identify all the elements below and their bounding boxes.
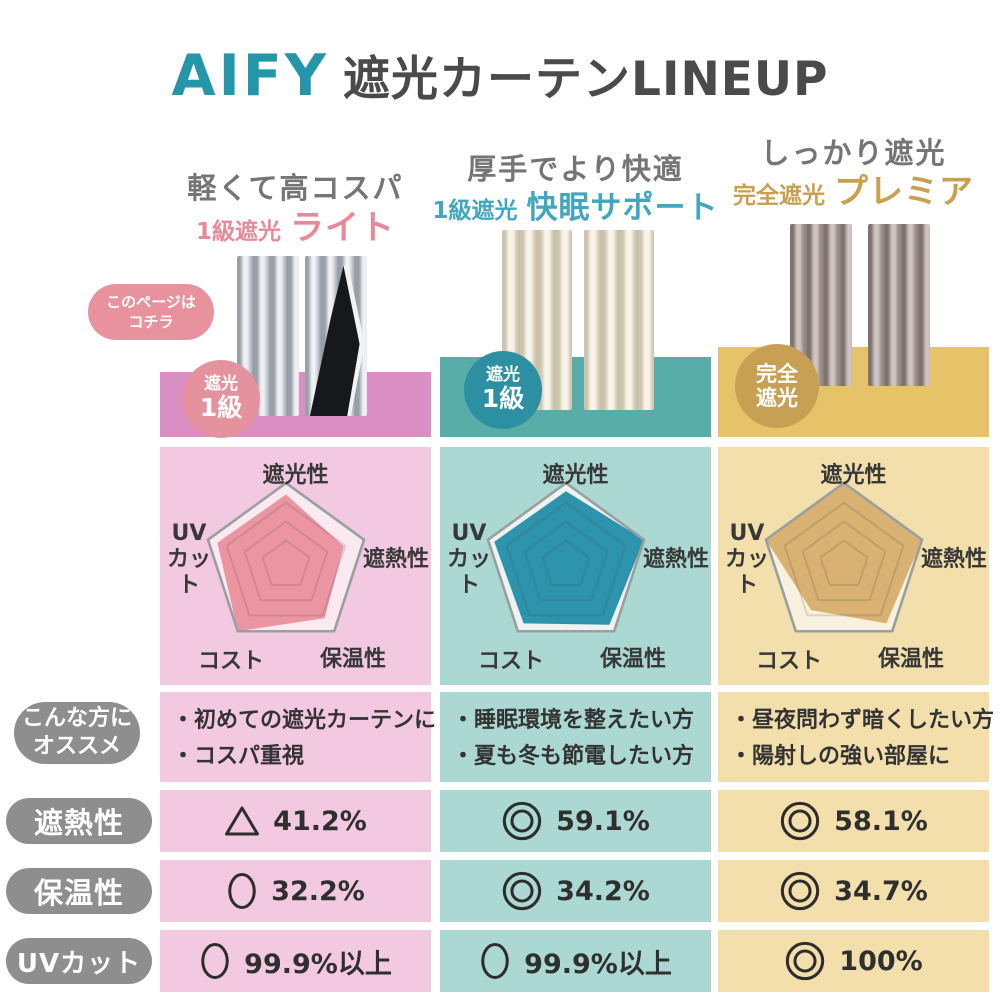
radar-chart (764, 481, 924, 633)
heat-retention-value: 34.7% (834, 875, 928, 907)
heat-retention-cell: 34.7% (718, 860, 989, 922)
axis-label-heat-shield: 遮熱性 (643, 547, 710, 572)
radar-chart (486, 481, 646, 633)
uv-cut-value: 99.9%以上 (524, 948, 672, 980)
recommend-item: ・昼夜問わず暗くしたい方 (730, 708, 995, 733)
page-title-text: 遮光カーテンLINEUP (343, 52, 829, 107)
curtain-black-lining (309, 265, 360, 416)
grade-badge-line1: 完全 (756, 361, 798, 386)
series-name: 快眠サポート (526, 190, 719, 226)
heat-retention-value: 32.2% (271, 875, 365, 907)
recommend-cell: ・昼夜問わず暗くしたい方 ・陽射しの強い部屋に (718, 692, 995, 782)
axis-label-uv-cut: UV カット (724, 521, 769, 598)
uv-cut-cell: 100% (718, 930, 989, 992)
radar-chart-section: 遮光性 遮熱性 保温性 コスト UV カット (718, 447, 989, 685)
axis-label-heat-retention: 保温性 (600, 647, 667, 672)
radar-chart-section: 遮光性 遮熱性 保温性 コスト UV カット (160, 447, 431, 685)
heat-retention-value: 34.2% (556, 875, 650, 907)
recommend-cell: ・初めての遮光カーテンに ・コスパ重視 (160, 692, 437, 782)
recommend-item: ・初めての遮光カーテンに (172, 708, 437, 733)
uv-cut-cell: 99.9%以上 (440, 930, 711, 992)
series-name: ライト (290, 208, 395, 248)
heat-retention-cell: 34.2% (440, 860, 711, 922)
recommend-item: ・睡眠環境を整えたい方 (452, 708, 695, 733)
product-name: 完全遮光 プレミア (718, 164, 989, 213)
double-circle-icon (502, 801, 542, 841)
grade-badge-line1: 遮光 (204, 373, 238, 394)
axis-label-heat-shield: 遮熱性 (921, 547, 988, 572)
curtain-image (584, 230, 654, 410)
circle-icon (228, 873, 256, 909)
triangle-icon (225, 806, 260, 836)
heat-retention-cell: 32.2% (160, 860, 431, 922)
axis-label-blackout: 遮光性 (820, 463, 887, 488)
heat-shield-value: 58.1% (834, 805, 928, 837)
column-catchcopy: 厚手でより快適 (467, 152, 684, 186)
radar-chart (206, 481, 366, 633)
row-label-uv-cut: UVカット (6, 938, 152, 984)
column-premier: しっかり遮光 完全遮光 プレミア 完全 遮光 遮光性 遮熱性 保温性 コスト U… (718, 0, 995, 1000)
uv-cut-value: 99.9%以上 (244, 948, 392, 980)
radar-chart-section: 遮光性 遮熱性 保温性 コスト UV カット (440, 447, 711, 685)
curtain-image-with-lining (305, 256, 367, 416)
circle-icon (201, 943, 229, 979)
grade-label: 1級遮光 (432, 198, 518, 224)
grade-badge: 遮光 1級 (464, 351, 542, 429)
axis-label-cost: コスト (478, 649, 545, 674)
row-label-heat-shield: 遮熱性 (6, 798, 152, 844)
page-title: AIFY 遮光カーテンLINEUP (0, 40, 1000, 109)
axis-label-blackout: 遮光性 (262, 463, 329, 488)
column-catchcopy: しっかり遮光 (760, 136, 947, 170)
product-name: 1級遮光 ライト (160, 200, 431, 249)
series-name: プレミア (834, 172, 974, 212)
grade-badge: 完全 遮光 (735, 344, 819, 428)
axis-label-heat-retention: 保温性 (878, 647, 945, 672)
heat-shield-value: 41.2% (273, 805, 367, 837)
axis-label-uv-cut: UV カット (166, 521, 211, 598)
brand-logo: AIFY (171, 43, 330, 109)
uv-cut-cell: 99.9%以上 (160, 930, 431, 992)
column-light: 軽くて高コスパ 1級遮光 ライト 遮光 1級 遮光性 遮熱性 保温性 コスト U… (160, 0, 437, 1000)
column-sleep-support: 厚手でより快適 1級遮光 快眠サポート 遮光 1級 遮光性 遮熱性 保温性 コス… (433, 0, 718, 1000)
row-label-heat-retention: 保温性 (6, 868, 152, 914)
heat-shield-value: 59.1% (556, 805, 650, 837)
this-page-badge-line1: このページは (106, 292, 196, 311)
double-circle-icon (780, 801, 820, 841)
grade-badge: 遮光 1級 (182, 360, 260, 438)
recommend-item: ・夏も冬も節電したい方 (452, 744, 695, 769)
row-label-recommend: こんな方に オススメ (14, 702, 140, 764)
column-catchcopy: 軽くて高コスパ (187, 171, 404, 205)
grade-badge-line1: 遮光 (486, 364, 520, 385)
axis-label-uv-cut: UV カット (446, 521, 491, 598)
heat-shield-cell: 41.2% (160, 790, 431, 852)
curtain-image (868, 224, 930, 386)
grade-label: 完全遮光 (733, 183, 825, 209)
grade-badge-line2: 1級 (481, 384, 525, 414)
double-circle-icon (786, 941, 825, 981)
grade-badge-line2: 遮光 (756, 386, 798, 410)
axis-label-cost: コスト (756, 649, 823, 674)
uv-cut-value: 100% (839, 945, 923, 977)
recommend-item: ・コスパ重視 (172, 744, 305, 769)
axis-label-heat-retention: 保温性 (320, 647, 387, 672)
grade-label: 1級遮光 (195, 219, 281, 245)
axis-label-blackout: 遮光性 (542, 463, 609, 488)
this-page-badge-line2: コチラ (128, 313, 174, 331)
product-name: 1級遮光 快眠サポート (433, 182, 718, 227)
axis-label-heat-shield: 遮熱性 (363, 547, 430, 572)
axis-label-cost: コスト (198, 649, 265, 674)
grade-badge-line2: 1級 (199, 393, 243, 423)
this-page-badge[interactable]: このページは コチラ (88, 284, 214, 340)
double-circle-icon (502, 871, 542, 911)
heat-shield-cell: 59.1% (440, 790, 711, 852)
recommend-item: ・陽射しの強い部屋に (730, 744, 951, 769)
double-circle-icon (780, 871, 820, 911)
recommend-cell: ・睡眠環境を整えたい方 ・夏も冬も節電したい方 (440, 692, 711, 782)
heat-shield-cell: 58.1% (718, 790, 989, 852)
circle-icon (481, 943, 509, 979)
